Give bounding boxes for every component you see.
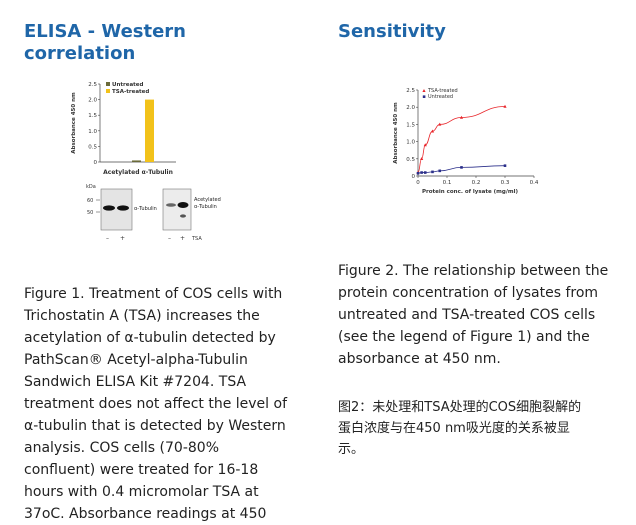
- legend-label: Untreated: [428, 94, 453, 100]
- blot2-band-minor: [180, 214, 186, 218]
- right-heading: Sensitivity: [338, 21, 446, 43]
- data-point-untreated: [438, 169, 442, 173]
- figure2-caption-line: (see the legend of Figure 1) and the: [338, 329, 590, 345]
- figure1-caption-line: α-tubulin that is detected by Western: [24, 418, 286, 434]
- figure1-western-blot: kDa 60 50 α-Tubulin Acetylated α-Tubulin…: [86, 184, 221, 242]
- figure1-bar-chart: 0 0.5 1.0 1.5 2.0 2.5 Absorbance 450 nm Untreat…: [71, 82, 176, 176]
- right-heading-text: Sensitivity: [338, 21, 446, 42]
- figure1-caption-line: Figure 1. Treatment of COS cells with: [24, 286, 283, 302]
- figure2-caption-line: protein concentration of lysates from: [338, 285, 599, 301]
- blot2-band-untreated: [166, 203, 176, 207]
- x-axis-label: Acetylated α-Tubulin: [103, 169, 173, 176]
- tsa-label: TSA: [191, 236, 202, 242]
- x-tick-label: 0.2: [472, 180, 481, 186]
- figure2-caption: Figure 2. The relationship between the p…: [338, 260, 628, 370]
- data-point-untreated: [420, 171, 423, 174]
- figure2-caption-chinese: 图2：未处理和TSA处理的COS细胞裂解的 蛋白浓度与在450 nm吸光度的关系…: [338, 397, 628, 460]
- figure2-caption-cn-line: 示。: [338, 442, 365, 457]
- legend-label: TSA-treated: [427, 88, 458, 94]
- data-point-untreated: [416, 171, 420, 175]
- figure1-caption-line: Trichostatin A (TSA) increases the: [24, 308, 260, 324]
- lane-sign-plus-1: +: [120, 235, 125, 242]
- marker-50: 50: [87, 210, 93, 216]
- lane-sign-plus-2: +: [180, 235, 185, 242]
- legend-swatch: [106, 82, 110, 86]
- y-tick-label: 1.5: [88, 113, 97, 119]
- blot2-label-line2: α-Tubulin: [194, 204, 217, 210]
- blot2-band-tsa: [177, 202, 189, 208]
- blot2-membrane: [162, 188, 192, 231]
- kda-label: kDa: [86, 184, 96, 190]
- data-point-tsa: [503, 104, 507, 108]
- blot2-label-line1: Acetylated: [194, 197, 221, 203]
- bar-tsa-treated: [145, 99, 154, 162]
- figure2-caption-line: Figure 2. The relationship between the: [338, 263, 609, 279]
- y-tick-label: 2.5: [406, 88, 415, 94]
- x-tick-label: 0: [416, 180, 420, 186]
- figure1-caption-line: treatment does not affect the level of: [24, 396, 288, 412]
- figure1-caption-line: Sandwich ELISA Kit #7204. TSA: [24, 374, 247, 390]
- left-heading: ELISA - Western correlation: [24, 21, 186, 65]
- y-tick-label: 0: [412, 174, 416, 180]
- data-point-untreated: [431, 170, 434, 174]
- figure1-caption-line: acetylation of α-tubulin detected by: [24, 330, 276, 346]
- data-point-tsa: [420, 157, 424, 160]
- legend-marker: [422, 95, 426, 98]
- y-tick-label: 0: [94, 160, 98, 166]
- data-point-untreated: [423, 171, 427, 174]
- figure2-caption-cn-line: 图2：未处理和TSA处理的COS细胞裂解的: [338, 400, 582, 415]
- y-tick-label: 2.5: [88, 82, 97, 88]
- figure2-caption-line: absorbance at 450 nm.: [338, 351, 501, 367]
- data-point-tsa: [430, 129, 435, 133]
- y-tick-label: 1.0: [88, 129, 97, 135]
- x-tick-label: 0.4: [530, 180, 539, 186]
- figure1-caption-line: 37oC. Absorbance readings at 450: [24, 506, 267, 522]
- y-tick-label: 2.0: [406, 105, 415, 111]
- data-point-untreated: [460, 166, 463, 169]
- blot1-band-untreated: [103, 205, 115, 211]
- left-heading-line1: ELISA - Western: [24, 21, 186, 42]
- y-tick-label: 0.5: [88, 144, 97, 150]
- y-axis-label: Absorbance 450 nm: [393, 102, 399, 164]
- figure1-caption-line: confluent) were treated for 16-18: [24, 462, 259, 478]
- y-tick-label: 2.0: [88, 98, 97, 104]
- x-tick-label: 0.3: [501, 180, 510, 186]
- lane-sign-minus-2: –: [168, 235, 171, 242]
- x-axis-label: Protein conc. of lysate (mg/ml): [422, 189, 518, 195]
- data-point-untreated: [503, 164, 507, 167]
- figure1-caption-line: PathScan® Acetyl-alpha-Tubulin: [24, 352, 248, 368]
- blot1-band-tsa: [117, 205, 129, 211]
- figure2-caption-cn-line: 蛋白浓度与在450 nm吸光度的关系被显: [338, 421, 570, 436]
- bar-untreated: [132, 160, 141, 162]
- left-heading-line2: correlation: [24, 43, 136, 64]
- legend-label: Untreated: [112, 82, 144, 88]
- data-point-tsa: [459, 115, 464, 119]
- data-point-tsa: [438, 122, 442, 126]
- lane-sign-minus-1: –: [106, 235, 109, 242]
- legend-swatch: [106, 89, 110, 93]
- legend-marker: [422, 89, 426, 92]
- legend-label: TSA-treated: [112, 89, 149, 95]
- figure2-caption-line: untreated and TSA-treated COS cells: [338, 307, 596, 323]
- x-tick-label: 0.1: [443, 180, 452, 186]
- marker-60: 60: [87, 198, 93, 204]
- blot1-label: α-Tubulin: [134, 206, 157, 212]
- figure1-caption: Figure 1. Treatment of COS cells with Tr…: [24, 283, 324, 525]
- figure1-caption-line: hours with 0.4 micromolar TSA at: [24, 484, 259, 500]
- y-tick-label: 0.5: [406, 157, 415, 163]
- y-axis-label: Absorbance 450 nm: [71, 92, 77, 154]
- y-tick-label: 1.0: [406, 140, 415, 146]
- figure2-sensitivity-chart: 0 0.5 1.0 1.5 2.0 2.5 0 0.1 0.2 0.3 0.4 Absorbance …: [393, 88, 539, 195]
- y-tick-label: 1.5: [406, 122, 415, 128]
- figure1-caption-line: analysis. COS cells (70-80%: [24, 440, 219, 456]
- data-point-tsa: [423, 143, 427, 147]
